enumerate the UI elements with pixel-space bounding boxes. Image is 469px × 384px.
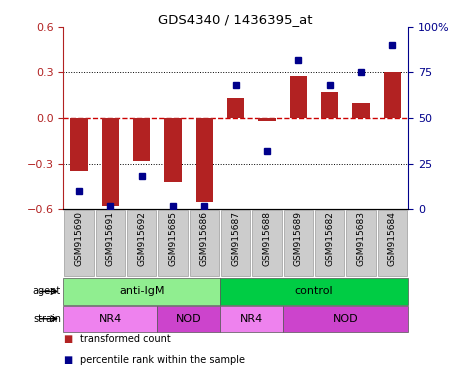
Text: NOD: NOD — [176, 314, 202, 324]
Text: transformed count: transformed count — [80, 334, 170, 344]
Text: NOD: NOD — [333, 314, 358, 324]
Bar — [196, 118, 213, 202]
Bar — [133, 118, 150, 161]
Text: GSM915687: GSM915687 — [231, 211, 240, 266]
Text: ■: ■ — [63, 355, 73, 365]
Text: agent: agent — [33, 286, 61, 296]
Text: GSM915684: GSM915684 — [388, 211, 397, 266]
Bar — [352, 103, 370, 118]
Text: anti-IgM: anti-IgM — [119, 286, 165, 296]
Text: control: control — [295, 286, 333, 296]
Text: GSM915691: GSM915691 — [106, 211, 115, 266]
Text: GSM915688: GSM915688 — [263, 211, 272, 266]
Text: GSM915689: GSM915689 — [294, 211, 303, 266]
Bar — [384, 73, 401, 118]
Text: ■: ■ — [63, 334, 73, 344]
Text: GSM915685: GSM915685 — [168, 211, 177, 266]
Bar — [227, 98, 244, 118]
Text: GSM915692: GSM915692 — [137, 211, 146, 266]
Text: GSM915682: GSM915682 — [325, 211, 334, 266]
Text: percentile rank within the sample: percentile rank within the sample — [80, 355, 245, 365]
Title: GDS4340 / 1436395_at: GDS4340 / 1436395_at — [159, 13, 313, 26]
Bar — [321, 92, 338, 118]
Text: GSM915686: GSM915686 — [200, 211, 209, 266]
Bar — [290, 76, 307, 118]
Bar — [164, 118, 182, 182]
Bar — [258, 118, 276, 121]
Text: strain: strain — [33, 314, 61, 324]
Text: GSM915683: GSM915683 — [356, 211, 365, 266]
Bar — [102, 118, 119, 206]
Text: GSM915690: GSM915690 — [75, 211, 83, 266]
Bar — [70, 118, 88, 171]
Text: NR4: NR4 — [240, 314, 263, 324]
Text: NR4: NR4 — [98, 314, 122, 324]
